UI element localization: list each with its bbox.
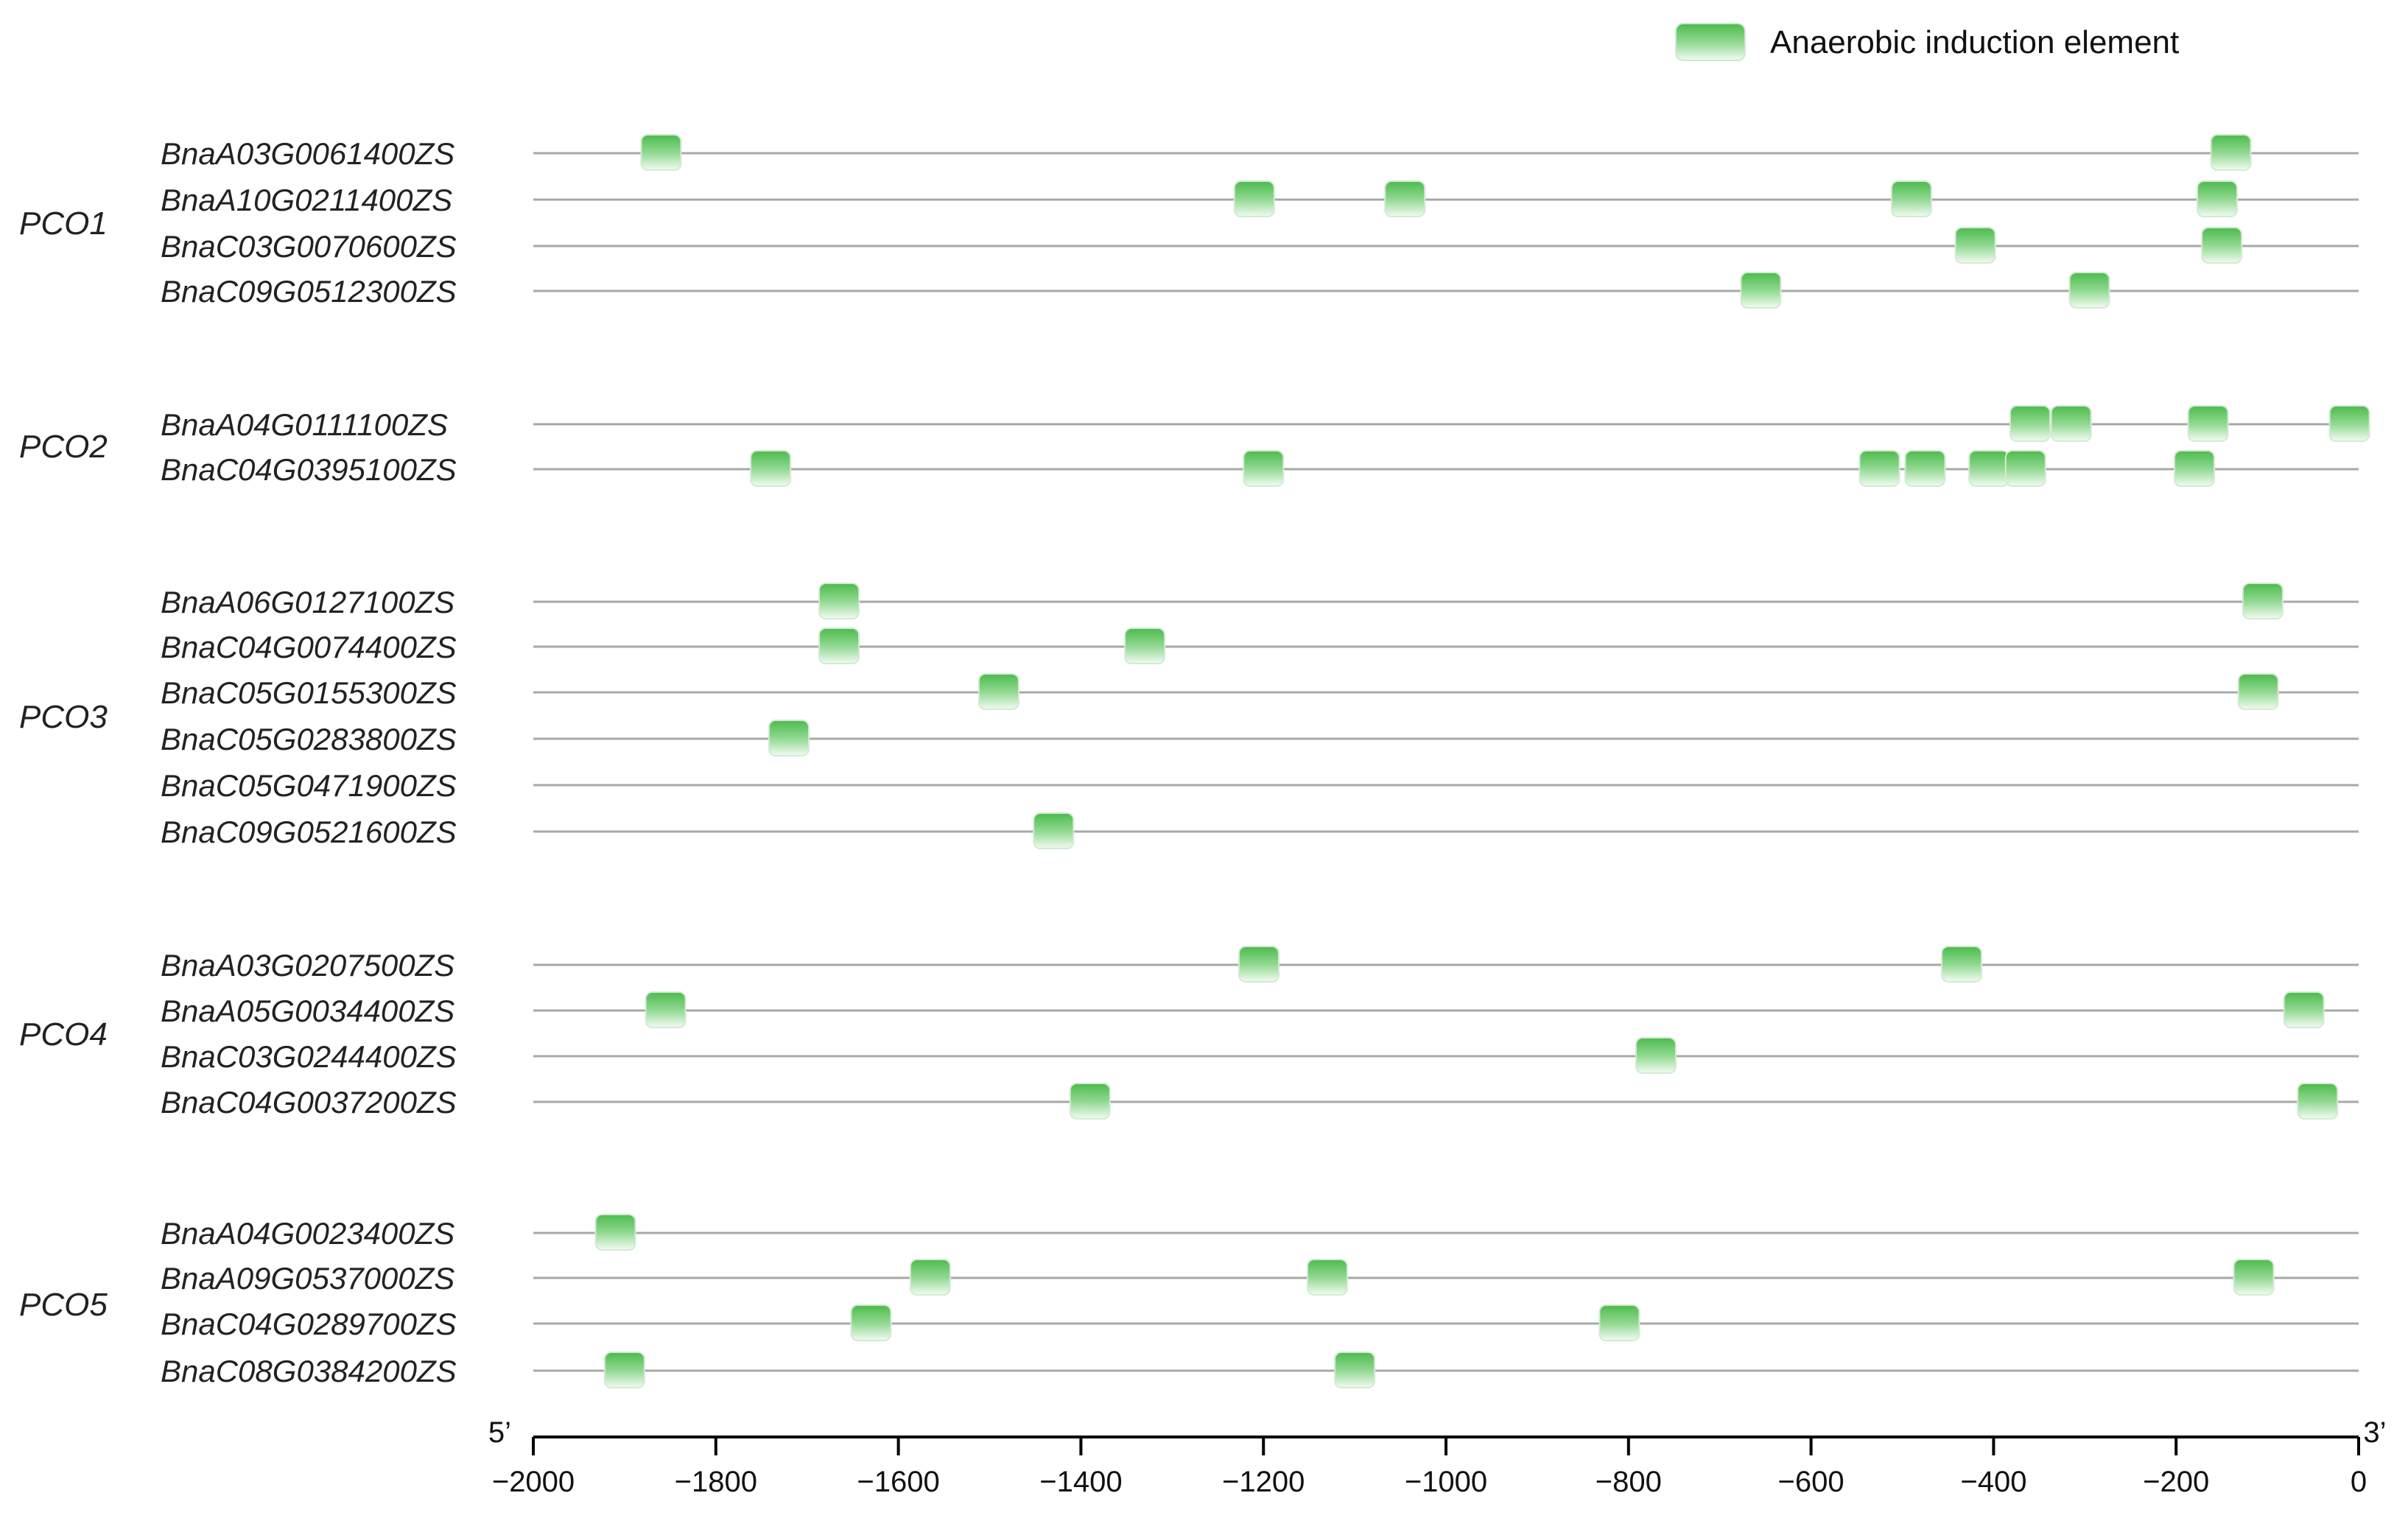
gene-label: BnaA06G0127100ZS xyxy=(161,585,454,619)
anaerobic-element-box xyxy=(603,1352,645,1388)
anaerobic-element-box xyxy=(1941,946,1983,983)
anaerobic-element-box xyxy=(850,1304,892,1341)
axis-tick-label: −1800 xyxy=(675,1466,757,1498)
anaerobic-element-box xyxy=(1033,812,1075,849)
gene-label: BnaC05G0155300ZS xyxy=(161,675,457,710)
axis-tick-label: −200 xyxy=(2143,1466,2209,1498)
anaerobic-element-box xyxy=(1904,450,1946,487)
anaerobic-element-box xyxy=(594,1214,636,1251)
anaerobic-element-box xyxy=(1334,1352,1376,1388)
anaerobic-element-box xyxy=(2233,1259,2275,1296)
gene-label: BnaA09G0537000ZS xyxy=(161,1261,454,1296)
gene-label: BnaC03G0244400ZS xyxy=(161,1039,457,1074)
gene-label: BnaC04G0395100ZS xyxy=(161,452,457,487)
anaerobic-element-box xyxy=(1968,450,2010,487)
gene-label: BnaC04G0037200ZS xyxy=(161,1085,457,1120)
gene-label: BnaC05G0283800ZS xyxy=(161,722,457,756)
anaerobic-element-box xyxy=(1124,628,1166,664)
anaerobic-element-box xyxy=(2201,227,2243,264)
axis-tick-label: −1600 xyxy=(857,1466,939,1498)
anaerobic-element-box xyxy=(768,720,810,756)
anaerobic-element-box xyxy=(1238,946,1280,983)
gene-label: BnaC05G0471900ZS xyxy=(161,768,457,803)
anaerobic-element-box xyxy=(2187,405,2229,442)
gene-label: BnaC09G0521600ZS xyxy=(161,815,457,849)
gene-label: BnaA04G0023400ZS xyxy=(161,1216,454,1251)
axis-end-label: 3’ xyxy=(2363,1416,2386,1449)
legend-swatch xyxy=(1675,23,1746,61)
anaerobic-element-box xyxy=(2297,1083,2339,1120)
anaerobic-element-box xyxy=(645,991,687,1028)
group-label: PCO4 xyxy=(19,1016,108,1053)
legend: Anaerobic induction element xyxy=(1675,23,2179,61)
anaerobic-element-box xyxy=(1890,180,1932,217)
anaerobic-element-box xyxy=(1306,1259,1348,1296)
gene-label: BnaC09G0512300ZS xyxy=(161,274,457,309)
group-label: PCO3 xyxy=(19,699,108,735)
group-label: PCO2 xyxy=(19,429,108,465)
axis-start-label: 5’ xyxy=(488,1416,511,1449)
position-axis: 5’ 3’ −2000 −1800 −1600 −1400 −1200 −1000 −800… xyxy=(488,1416,2387,1498)
anaerobic-element-box xyxy=(818,583,860,619)
anaerobic-element-box xyxy=(1233,180,1275,217)
anaerobic-element-box xyxy=(640,134,682,171)
axis-tick-label: −1000 xyxy=(1405,1466,1487,1498)
anaerobic-element-box xyxy=(2242,583,2284,619)
anaerobic-element-box xyxy=(818,628,860,664)
gene-label: BnaC04G0289700ZS xyxy=(161,1307,457,1341)
axis-tick-label: 0 xyxy=(2351,1466,2367,1498)
anaerobic-element-box xyxy=(1740,272,1782,309)
axis-tick-label: −1200 xyxy=(1222,1466,1305,1498)
anaerobic-element-box xyxy=(1243,450,1285,487)
anaerobic-element-box xyxy=(2196,180,2238,217)
axis-tick-label: −600 xyxy=(1778,1466,1844,1498)
gene-label: BnaA04G0111100ZS xyxy=(161,407,448,442)
axis-tick-label: −800 xyxy=(1596,1466,1662,1498)
gene-label: BnaC04G0074400ZS xyxy=(161,630,457,664)
anaerobic-element-box xyxy=(2237,673,2279,710)
anaerobic-element-box xyxy=(1635,1037,1677,1074)
anaerobic-element-box xyxy=(2004,450,2046,487)
group-label: PCO1 xyxy=(19,205,108,242)
anaerobic-element-box xyxy=(1858,450,1900,487)
anaerobic-element-box xyxy=(1069,1083,1111,1120)
anaerobic-element-box xyxy=(750,450,792,487)
axis-tick-label: −2000 xyxy=(492,1466,575,1498)
anaerobic-element-box xyxy=(977,673,1019,710)
gene-label: BnaA03G0061400ZS xyxy=(161,136,454,171)
anaerobic-element-box xyxy=(2210,134,2252,171)
gene-label: BnaC03G0070600ZS xyxy=(161,229,457,264)
axis-tick-label: −400 xyxy=(1960,1466,2026,1498)
gene-label: BnaC08G0384200ZS xyxy=(161,1354,457,1388)
anaerobic-element-box xyxy=(1384,180,1426,217)
anaerobic-element-box xyxy=(2068,272,2110,309)
gene-label: BnaA10G0211400ZS xyxy=(161,183,452,217)
gene-label: BnaA05G0034400ZS xyxy=(161,994,454,1028)
anaerobic-element-box xyxy=(1598,1304,1640,1341)
gene-label: BnaA03G0207500ZS xyxy=(161,948,454,983)
anaerobic-element-box xyxy=(1954,227,1996,264)
anaerobic-element-box xyxy=(2328,405,2370,442)
axis-tick-label: −1400 xyxy=(1039,1466,1122,1498)
anaerobic-element-box xyxy=(2283,991,2325,1028)
group-label: PCO5 xyxy=(19,1287,108,1323)
anaerobic-element-box xyxy=(2173,450,2215,487)
anaerobic-element-box xyxy=(2009,405,2051,442)
legend-label: Anaerobic induction element xyxy=(1770,24,2179,60)
anaerobic-element-box xyxy=(909,1259,951,1296)
anaerobic-element-box xyxy=(2050,405,2092,442)
gene-tracks: PCO1 BnaA03G0061400ZS BnaA10G0211400ZS BnaC… xyxy=(19,134,2370,1388)
